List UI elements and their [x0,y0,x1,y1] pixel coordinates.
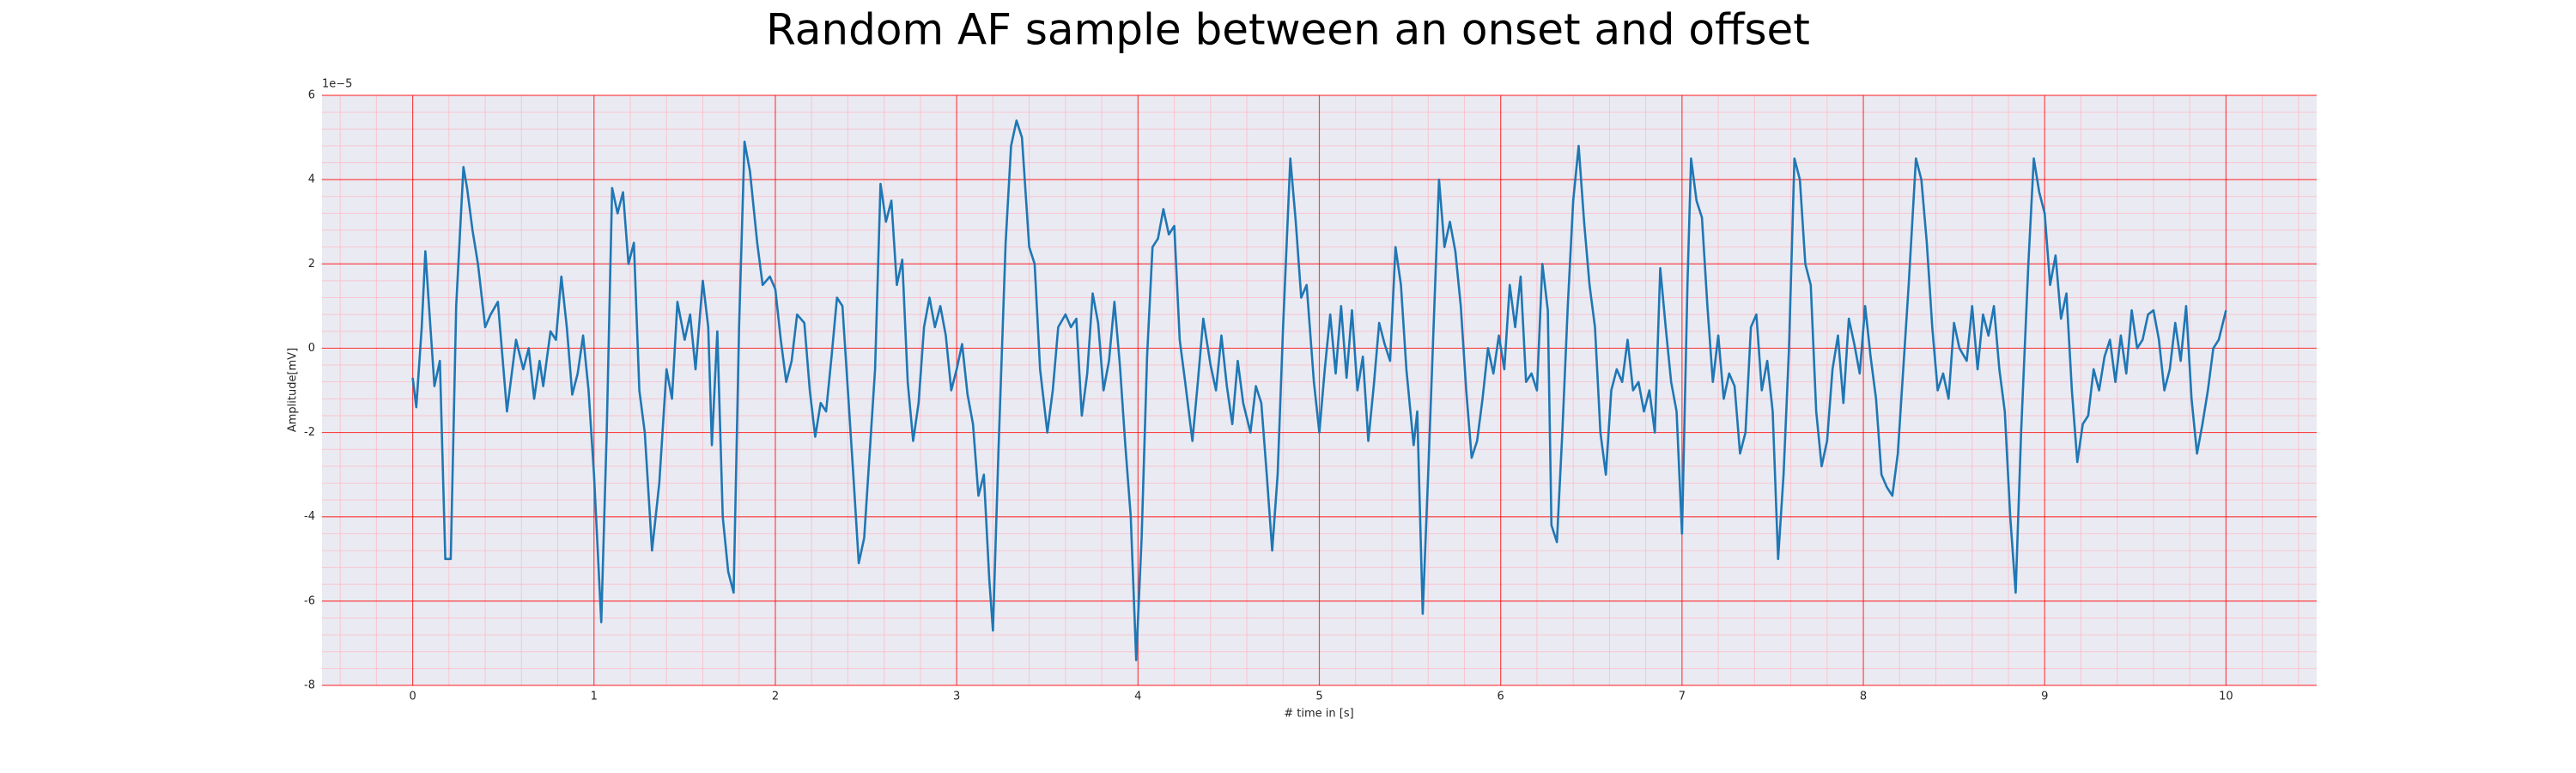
x-tick-label: 9 [2041,691,2048,703]
x-tick-label: 8 [1860,691,1867,703]
x-tick-label: 4 [1134,691,1141,703]
y-axis-label: Amplitude[mV] [287,348,300,432]
plot [411,119,2227,661]
y-tick-label: 4 [308,173,315,186]
y-tick-label: 0 [308,342,315,355]
y-tick-label: 2 [308,258,315,271]
x-tick-label: 6 [1498,691,1504,703]
x-tick-label: 3 [953,691,960,703]
y-offset-label: 1e−5 [322,78,352,91]
x-tick-label: 0 [409,691,416,703]
x-axis-label: # time in [s] [1284,708,1353,721]
x-tick-label: 1 [591,691,598,703]
x-tick-label: 7 [1679,691,1686,703]
y-tick-label: 6 [308,89,315,102]
grid [322,94,2317,686]
x-tick-label: 10 [2219,691,2233,703]
y-tick-label: -6 [304,594,315,607]
y-tick-label: -8 [304,679,315,692]
y-tick-label: -4 [304,510,315,523]
y-tick-label: -2 [304,426,315,439]
chart-title: Random AF sample between an onset and of… [766,5,1810,55]
line-series [411,119,2227,661]
x-tick-label: 5 [1315,691,1322,703]
x-tick-label: 2 [772,691,779,703]
